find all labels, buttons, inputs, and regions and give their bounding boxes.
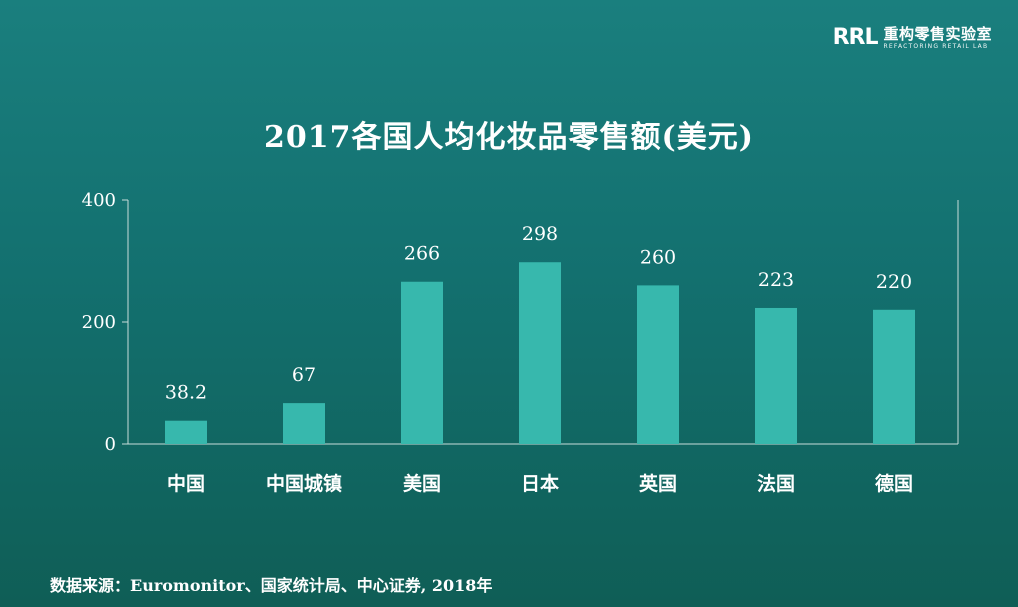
y-tick-label: 400 bbox=[82, 190, 116, 211]
data-label: 220 bbox=[876, 271, 912, 293]
logo: RRL 重构零售实验室 REFACTORING RETAIL LAB bbox=[833, 26, 992, 51]
data-label: 260 bbox=[640, 246, 676, 268]
data-label: 67 bbox=[292, 364, 316, 386]
x-tick-label: 中国城镇 bbox=[266, 472, 342, 495]
logo-name-en: REFACTORING RETAIL LAB bbox=[883, 43, 989, 50]
data-label: 266 bbox=[404, 243, 440, 265]
y-tick-label: 200 bbox=[82, 312, 116, 333]
logo-name-cn: 重构零售实验室 bbox=[883, 25, 992, 43]
bar bbox=[401, 281, 443, 444]
data-label: 223 bbox=[758, 269, 794, 291]
bar bbox=[283, 403, 325, 444]
bar bbox=[755, 307, 797, 444]
x-tick-label: 英国 bbox=[639, 472, 677, 495]
x-tick-label: 中国 bbox=[167, 472, 205, 495]
data-label: 298 bbox=[522, 223, 558, 245]
chart-title: 2017各国人均化妆品零售额(美元) bbox=[264, 120, 754, 155]
data-source-note: 数据来源：Euromonitor、国家统计局、中心证券, 2018年 bbox=[50, 576, 493, 595]
bar bbox=[165, 420, 207, 444]
data-label: 38.2 bbox=[165, 382, 207, 404]
x-tick-label: 美国 bbox=[403, 472, 441, 495]
x-tick-label: 法国 bbox=[757, 472, 795, 495]
bar bbox=[873, 309, 915, 444]
logo-mark: RRL bbox=[832, 25, 879, 50]
logo-text: 重构零售实验室 REFACTORING RETAIL LAB bbox=[883, 26, 992, 51]
bar bbox=[519, 262, 561, 444]
x-tick-label: 德国 bbox=[875, 472, 913, 495]
y-tick-label: 0 bbox=[105, 434, 116, 455]
bar bbox=[637, 285, 679, 444]
x-tick-label: 日本 bbox=[521, 472, 559, 495]
